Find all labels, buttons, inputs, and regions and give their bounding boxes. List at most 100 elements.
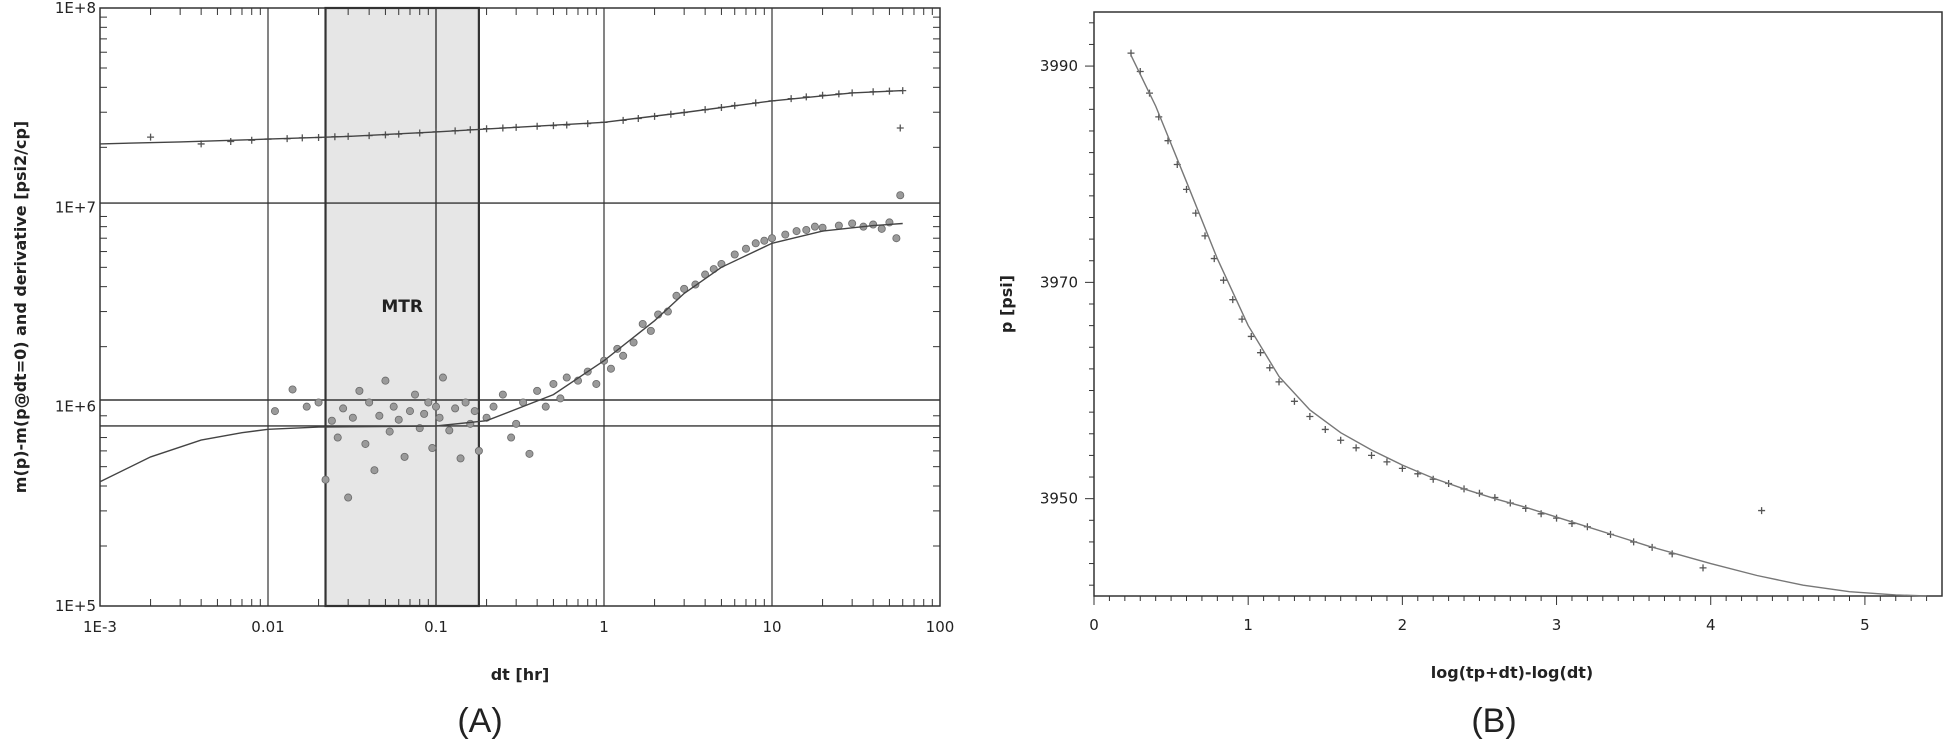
series-2-point (489, 402, 498, 411)
x-tick-label: 2 (1398, 616, 1408, 634)
series-2-point (461, 398, 470, 407)
series-2-point (411, 390, 420, 399)
series-2-point (389, 402, 398, 411)
y-axis-title: m(p)-m(p@dt=0) and derivative [psi2/cp] (11, 121, 30, 493)
series-0-point (1352, 444, 1360, 452)
series-2-point (355, 386, 364, 395)
x-tick-label: 0.01 (251, 618, 284, 636)
series-0-point (1275, 378, 1283, 386)
series-2-point (768, 234, 777, 243)
series-2-point (541, 402, 550, 411)
x-axis-title: log(tp+dt)-log(dt) (1431, 663, 1593, 682)
series-2-point (424, 398, 433, 407)
series-2-point (470, 407, 479, 416)
series-2-point (333, 433, 342, 442)
series-2-point (512, 419, 521, 428)
series-2-point (802, 225, 811, 234)
x-tick-label: 4 (1706, 616, 1716, 634)
series-2-point (638, 319, 647, 328)
y-tick-label: 1E+5 (55, 597, 96, 615)
x-tick-label: 1 (1243, 616, 1253, 634)
series-0-point (1192, 209, 1200, 217)
series-2-point (405, 407, 414, 416)
series-0-point (1321, 425, 1329, 433)
x-tick-label: 1 (599, 618, 609, 636)
series-0-point (1201, 232, 1209, 240)
x-tick-label: 3 (1552, 616, 1562, 634)
series-2-point (348, 413, 357, 422)
series-2-point (741, 244, 750, 253)
series-0-point (1247, 332, 1255, 340)
series-2-point (314, 398, 323, 407)
series-0-point (1257, 349, 1265, 357)
series-0-point (227, 137, 235, 145)
series-2-point (344, 493, 353, 502)
plot-frame (99, 7, 941, 607)
y-tick-label: 3950 (1040, 490, 1078, 508)
series-2-point (327, 416, 336, 425)
series-2-point (270, 407, 279, 416)
series-2-point (834, 221, 843, 230)
x-tick-label: 5 (1860, 616, 1870, 634)
series-2-point (525, 449, 534, 458)
series-0-point (1758, 507, 1766, 515)
series-0-point (1537, 510, 1545, 518)
series-2-point (760, 236, 769, 245)
series-2-point (896, 191, 905, 200)
series-2-point (474, 446, 483, 455)
series-2-point (613, 344, 622, 353)
y-axis-title: p [psi] (997, 275, 1016, 333)
series-2-point (792, 227, 801, 236)
series-2-point (869, 220, 878, 229)
series-2-point (781, 230, 790, 239)
series-2-point (361, 439, 370, 448)
x-tick-label: 100 (926, 618, 955, 636)
series-0-point (147, 133, 155, 141)
series-2-point (556, 394, 565, 403)
series-2-point (381, 376, 390, 385)
series-2-point (400, 452, 409, 461)
series-2-point (646, 326, 655, 335)
series-2-point (751, 239, 760, 248)
series-2-point (549, 379, 558, 388)
series-2-point (533, 386, 542, 395)
series-0-point (1220, 276, 1228, 284)
mtr-shaded-region (325, 8, 479, 606)
series-0-point (1398, 464, 1406, 472)
series-2-point (456, 454, 465, 463)
series-2-point (498, 390, 507, 399)
series-2-point (730, 250, 739, 259)
series-0-point (1568, 520, 1576, 528)
series-0-point (1229, 296, 1237, 304)
x-tick-label: 1E-3 (83, 618, 117, 636)
series-0-point (1699, 564, 1707, 572)
y-tick-label: 1E+8 (55, 0, 96, 17)
series-2-point (428, 444, 437, 453)
mtr-label: MTR (381, 297, 423, 317)
x-tick-label: 0 (1089, 616, 1099, 634)
series-2-point (592, 379, 601, 388)
series-2-point (288, 385, 297, 394)
series-2-point (385, 427, 394, 436)
series-2-point (339, 404, 348, 413)
y-tick-label: 1E+7 (55, 198, 96, 216)
plot-frame (1093, 11, 1943, 597)
series-2-point (435, 413, 444, 422)
series-2-point (370, 466, 379, 475)
series-2-point (302, 402, 311, 411)
series-2-point (877, 224, 886, 233)
series-2-point (810, 222, 819, 231)
series-2-point (619, 351, 628, 360)
series-0-point (1238, 315, 1246, 323)
x-tick-label: 10 (762, 618, 781, 636)
y-tick-label: 3990 (1040, 57, 1078, 75)
series-2-point (420, 409, 429, 418)
series-2-point (438, 373, 447, 382)
chart-panel-b: 0 1 2 3 4 5 3950 3970 3990 log(tp+dt)-log(dt) p [p… (997, 11, 1943, 740)
series-0-point (1306, 412, 1314, 420)
x-tick-label: 0.1 (424, 618, 448, 636)
series-0-point (1383, 458, 1391, 466)
series-0-point (896, 124, 904, 132)
series-0-point (1368, 451, 1376, 459)
